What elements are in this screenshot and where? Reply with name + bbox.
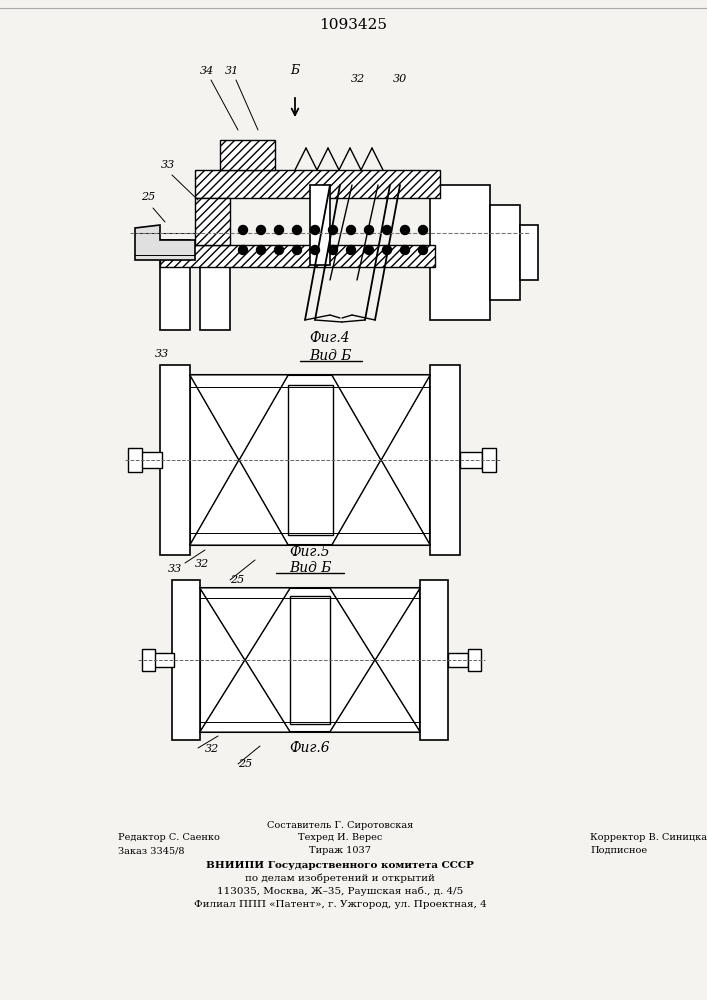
Circle shape bbox=[293, 245, 301, 254]
Text: 25: 25 bbox=[141, 192, 155, 202]
Bar bbox=[160, 240, 190, 330]
Circle shape bbox=[419, 226, 428, 234]
Circle shape bbox=[238, 226, 247, 234]
Text: Фиг.4: Фиг.4 bbox=[310, 331, 350, 345]
Text: Корректор В. Синицкая: Корректор В. Синицкая bbox=[590, 833, 707, 842]
Bar bbox=[220, 140, 275, 170]
Text: 32: 32 bbox=[195, 559, 209, 569]
Polygon shape bbox=[200, 588, 290, 660]
Circle shape bbox=[310, 245, 320, 254]
Text: 25: 25 bbox=[230, 575, 244, 585]
Polygon shape bbox=[330, 660, 420, 732]
Circle shape bbox=[274, 245, 284, 254]
Bar bbox=[520, 225, 538, 280]
Circle shape bbox=[257, 245, 266, 254]
Polygon shape bbox=[200, 660, 290, 732]
Bar bbox=[468, 649, 481, 671]
Bar bbox=[460, 452, 482, 468]
Bar bbox=[200, 588, 420, 732]
Text: 34: 34 bbox=[200, 66, 214, 76]
Circle shape bbox=[400, 226, 409, 234]
Bar bbox=[288, 385, 333, 535]
Circle shape bbox=[382, 226, 392, 234]
Circle shape bbox=[274, 226, 284, 234]
Text: Заказ 3345/8: Заказ 3345/8 bbox=[118, 846, 185, 855]
Circle shape bbox=[310, 226, 320, 234]
Text: 113035, Москва, Ж–35, Раушская наб., д. 4/5: 113035, Москва, Ж–35, Раушская наб., д. … bbox=[217, 886, 463, 896]
Text: 1093425: 1093425 bbox=[319, 18, 387, 32]
Bar bbox=[160, 245, 435, 267]
Text: ВНИИПИ Государственного комитета СССР: ВНИИПИ Государственного комитета СССР bbox=[206, 861, 474, 870]
Text: Техред И. Верес: Техред И. Верес bbox=[298, 833, 382, 842]
Text: Вид Б: Вид Б bbox=[309, 349, 351, 363]
Bar bbox=[482, 448, 496, 472]
Text: 33: 33 bbox=[155, 349, 169, 359]
Polygon shape bbox=[190, 375, 288, 460]
Polygon shape bbox=[332, 460, 430, 545]
Circle shape bbox=[329, 245, 337, 254]
Polygon shape bbox=[330, 588, 420, 660]
Bar bbox=[195, 198, 230, 245]
Text: 30: 30 bbox=[393, 74, 407, 84]
Bar bbox=[490, 205, 520, 300]
Text: Тираж 1037: Тираж 1037 bbox=[309, 846, 371, 855]
Bar bbox=[195, 170, 440, 198]
Circle shape bbox=[365, 226, 373, 234]
Text: Редактор С. Саенко: Редактор С. Саенко bbox=[118, 833, 220, 842]
Bar bbox=[200, 240, 230, 330]
Text: Фиг.5: Фиг.5 bbox=[290, 545, 330, 559]
Circle shape bbox=[293, 226, 301, 234]
Bar bbox=[140, 452, 162, 468]
Text: 33: 33 bbox=[161, 160, 175, 170]
Text: Фиг.6: Фиг.6 bbox=[290, 741, 330, 755]
Bar bbox=[128, 448, 142, 472]
Text: Филиал ППП «Патент», г. Ужгород, ул. Проектная, 4: Филиал ППП «Патент», г. Ужгород, ул. Про… bbox=[194, 900, 486, 909]
Text: Вид Б: Вид Б bbox=[288, 561, 332, 575]
Bar bbox=[430, 185, 490, 320]
Polygon shape bbox=[135, 225, 195, 260]
Bar bbox=[154, 653, 174, 667]
Bar bbox=[430, 365, 460, 555]
Text: 32: 32 bbox=[351, 74, 365, 84]
Circle shape bbox=[257, 226, 266, 234]
Bar bbox=[142, 649, 155, 671]
Circle shape bbox=[419, 245, 428, 254]
Text: Составитель Г. Сиротовская: Составитель Г. Сиротовская bbox=[267, 821, 413, 830]
Polygon shape bbox=[332, 375, 430, 460]
Bar bbox=[310, 185, 330, 265]
Text: 31: 31 bbox=[225, 66, 239, 76]
Circle shape bbox=[346, 245, 356, 254]
Text: Подписное: Подписное bbox=[590, 846, 647, 855]
Bar bbox=[160, 365, 190, 555]
Circle shape bbox=[346, 226, 356, 234]
Circle shape bbox=[382, 245, 392, 254]
Circle shape bbox=[238, 245, 247, 254]
Bar bbox=[290, 596, 330, 724]
Bar bbox=[190, 375, 430, 545]
Text: по делам изобретений и открытий: по делам изобретений и открытий bbox=[245, 874, 435, 883]
Bar bbox=[420, 580, 448, 740]
Text: 32: 32 bbox=[205, 744, 219, 754]
Circle shape bbox=[400, 245, 409, 254]
Bar bbox=[448, 653, 468, 667]
Text: 33: 33 bbox=[168, 564, 182, 574]
Text: Б: Б bbox=[290, 64, 299, 77]
Circle shape bbox=[329, 226, 337, 234]
Circle shape bbox=[365, 245, 373, 254]
Text: 25: 25 bbox=[238, 759, 252, 769]
Polygon shape bbox=[190, 460, 288, 545]
Bar bbox=[172, 580, 200, 740]
